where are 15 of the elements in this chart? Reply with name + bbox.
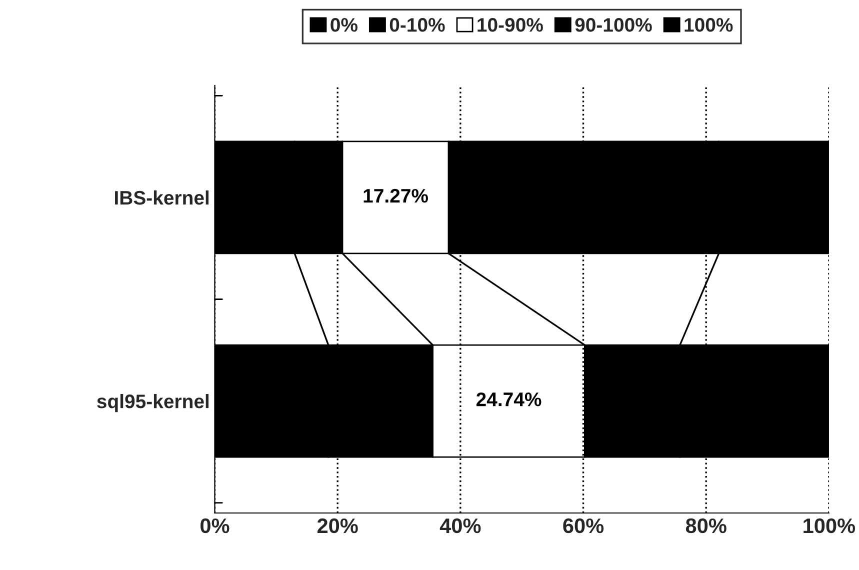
x-tick-label: 0% bbox=[200, 518, 230, 534]
legend-label: 90-100% bbox=[575, 18, 652, 32]
legend-label: 0-10% bbox=[390, 18, 445, 32]
y-tick-label: IBS-kernel bbox=[115, 190, 209, 205]
legend-label: 10-90% bbox=[478, 18, 543, 32]
y-tick-label: sql95-kernel bbox=[97, 394, 209, 412]
x-tick-label: 60% bbox=[563, 518, 604, 534]
x-tick-label: 100% bbox=[804, 518, 856, 534]
x-tick-label: 20% bbox=[317, 518, 358, 534]
legend-label: 100% bbox=[684, 18, 733, 32]
x-tick-label: 80% bbox=[686, 518, 726, 534]
legend-label: 0% bbox=[330, 18, 358, 32]
x-tick-label: 40% bbox=[440, 518, 481, 534]
data-label: 17.27% bbox=[364, 188, 428, 203]
data-label: 24.74% bbox=[476, 392, 542, 406]
